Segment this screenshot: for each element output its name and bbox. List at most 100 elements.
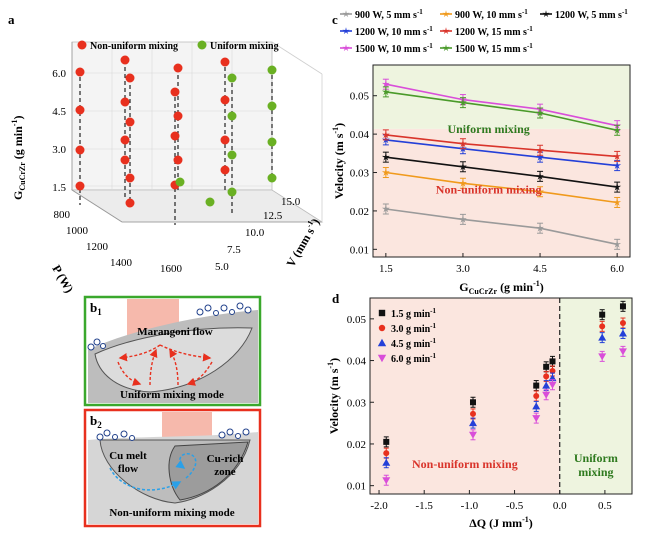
- data-point: [170, 131, 180, 141]
- legend-label: 6.0 g min-1: [391, 352, 437, 365]
- data-point: [382, 458, 391, 466]
- y-tick-label: 0.02: [347, 439, 366, 451]
- data-point: [613, 152, 622, 160]
- v-tick: 10.0: [245, 227, 265, 239]
- data-point: [125, 198, 135, 208]
- y-tick-label: 0.01: [350, 244, 369, 256]
- panel-b1-letter: b1: [90, 300, 102, 317]
- non-uniform-region-bg: [370, 298, 560, 494]
- legend-marker: [377, 338, 387, 347]
- data-point: [381, 153, 390, 161]
- uniform-mixing-label-1: Uniform: [574, 451, 618, 465]
- cu-melt-label-2: flow: [118, 463, 138, 475]
- data-point: [549, 358, 556, 365]
- data-point: [613, 126, 622, 134]
- data-point: [382, 477, 391, 485]
- data-point: [533, 393, 540, 399]
- marangoni-flow-label: Marangoni flow: [137, 326, 213, 338]
- legend-marker: [342, 10, 350, 18]
- z-tick: 1.5: [52, 182, 66, 194]
- data-point: [381, 80, 390, 88]
- panel-c-plot: [381, 78, 622, 250]
- panel-d-y-axis-label: Velocity (m s-1): [326, 358, 341, 434]
- y-tick-label: 0.03: [347, 397, 367, 409]
- data-point: [120, 135, 130, 145]
- panel-d-plot: [382, 300, 627, 486]
- data-point: [227, 150, 237, 160]
- data-point: [532, 402, 541, 410]
- p-tick: 1200: [86, 241, 109, 253]
- x-tick-label: 3.0: [456, 263, 470, 275]
- panel-d-y-ticks: 0.01 0.02 0.03 0.04 0.05: [347, 314, 374, 493]
- x-tick-label: 0.5: [598, 500, 612, 512]
- z-tick: 6.0: [52, 68, 66, 80]
- legend-marker: [378, 324, 386, 332]
- data-point: [125, 73, 135, 83]
- data-point: [542, 391, 551, 399]
- x-tick-label: 6.0: [610, 263, 624, 275]
- z-tick: 4.5: [52, 106, 66, 118]
- uniform-mixing-label-2: mixing: [578, 465, 613, 479]
- non-uniform-mixing-label: Non-uniform mixing: [436, 183, 542, 197]
- legend-label: 1200 W, 5 mm s-1: [555, 8, 628, 21]
- v-tick: 5.0: [215, 261, 229, 273]
- cu-melt-arrows: [109, 453, 197, 491]
- z-tick: 3.0: [52, 144, 66, 156]
- cu-rich-label-1: Cu-rich: [207, 453, 244, 465]
- y-tick-label: 0.01: [347, 481, 366, 493]
- data-point: [536, 224, 544, 232]
- legend-label: 1.5 g min-1: [391, 307, 437, 320]
- uniform-region-bg: [559, 298, 632, 494]
- y-tick-label: 0.04: [350, 129, 370, 141]
- panel-a: a 6.0 4.5 3.0 1.5 GCuCrZr: [8, 12, 324, 295]
- data-point: [381, 130, 390, 139]
- data-point: [75, 145, 85, 155]
- data-point: [468, 419, 477, 427]
- uniform-mode-label: Uniform mixing mode: [120, 389, 224, 401]
- v-tick: 12.5: [263, 210, 283, 222]
- panel-b1: b1 Marangoni flow Uniform mixing mode: [83, 295, 262, 407]
- panel-d-letter: d: [332, 291, 340, 306]
- panel-a-letter: a: [8, 12, 15, 27]
- cu-rich-label-2: zone: [214, 466, 236, 478]
- panel-a-v-ticks: 5.0 7.5 10.0 12.5 15.0: [215, 196, 301, 273]
- data-point: [613, 161, 622, 169]
- panel-b2-letter: b2: [90, 413, 102, 430]
- data-point: [220, 57, 230, 67]
- data-point: [75, 181, 85, 191]
- data-point: [75, 105, 85, 115]
- data-point: [532, 415, 541, 423]
- legend-marker: [442, 27, 450, 35]
- panel-c: c 900 W, 5 mm s-1 900 W, 10 mm s-1 1200 W,…: [331, 8, 631, 296]
- data-point: [469, 410, 476, 417]
- legend-marker-nonuniform: [77, 40, 87, 50]
- x-tick-label: -1.5: [415, 500, 433, 512]
- legend-marker: [442, 44, 450, 52]
- data-point: [536, 172, 544, 180]
- data-point: [543, 373, 550, 380]
- data-point: [619, 320, 626, 327]
- data-point: [533, 382, 540, 389]
- panel-a-box: [70, 41, 324, 223]
- non-uniform-region-bg: [373, 128, 630, 257]
- legend-marker: [342, 44, 350, 52]
- powder-particles: [87, 302, 252, 351]
- legend-label: 1200 W, 15 mm s-1: [455, 25, 533, 38]
- data-point: [459, 179, 467, 187]
- data-point: [383, 450, 390, 457]
- panel-c-letter: c: [332, 12, 338, 27]
- series-line: [385, 83, 618, 127]
- legend-label: 1500 W, 10 mm s-1: [355, 42, 433, 55]
- panel-d-frame: [369, 297, 633, 495]
- panel-a-z-axis-label: GCuCrZr (g min-1): [10, 116, 27, 200]
- data-point: [542, 381, 551, 389]
- data-point: [381, 168, 390, 176]
- data-point: [598, 333, 607, 341]
- data-point: [536, 108, 544, 117]
- data-point: [613, 198, 622, 206]
- panel-c-y-axis-label: Velocity (m s-1): [331, 123, 346, 199]
- non-uniform-mode-label: Non-uniform mixing mode: [109, 507, 234, 519]
- panel-d-x-ticks: -2.0 -1.5 -1.0 -0.5 0.0 0.5: [370, 490, 612, 512]
- legend-label: 1500 W, 15 mm s-1: [455, 42, 533, 55]
- panel-c-x-ticks: 1.5 3.0 4.5 6.0: [379, 253, 625, 275]
